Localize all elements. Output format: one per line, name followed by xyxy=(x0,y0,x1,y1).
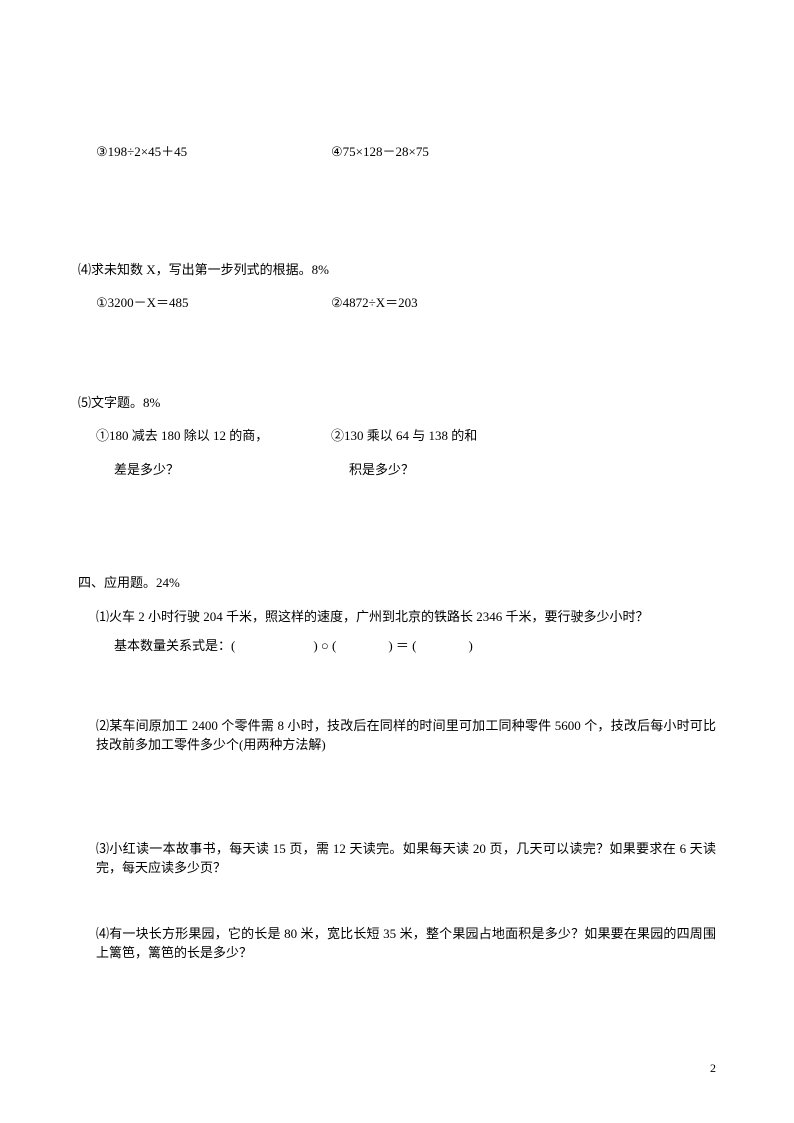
s4-q4: ⑷有一块长方形果园，它的长是 80 米，宽比长短 35 米，整个果园占地面积是多… xyxy=(78,924,716,963)
q5-item-1-line2: 差是多少？ xyxy=(114,460,349,480)
spacer xyxy=(78,593,716,607)
q3-item-3: ③198÷2×45＋45 xyxy=(96,142,331,162)
q5-item-2-line2: 积是多少？ xyxy=(349,460,414,480)
spacer xyxy=(78,279,716,293)
q5-row-1: ①180 减去 180 除以 12 的商， ②130 乘以 64 与 138 的… xyxy=(78,426,716,446)
spacer xyxy=(78,446,716,460)
q4-row: ①3200－X＝485 ②4872÷X＝203 xyxy=(78,293,716,313)
q3-row-2: ③198÷2×45＋45 ④75×128－28×75 xyxy=(78,142,716,162)
spacer xyxy=(78,162,716,260)
spacer xyxy=(78,479,716,573)
q5-title: ⑸文字题。8% xyxy=(78,393,716,413)
q3-item-4: ④75×128－28×75 xyxy=(331,142,429,162)
s4-q1: ⑴火车 2 小时行驶 204 千米，照这样的速度，广州到北京的铁路长 2346 … xyxy=(78,607,716,627)
s4-q3: ⑶小红读一本故事书，每天读 15 页，需 12 天读完。如果每天读 20 页，几… xyxy=(78,839,716,878)
q4-item-2: ②4872÷X＝203 xyxy=(331,293,418,313)
q5-item-1-line1: ①180 减去 180 除以 12 的商， xyxy=(96,426,331,446)
spacer xyxy=(78,412,716,426)
spacer xyxy=(78,313,716,393)
q5-row-2: 差是多少？ 积是多少？ xyxy=(78,460,716,480)
q4-title: ⑷求未知数 X，写出第一步列式的根据。8% xyxy=(78,260,716,280)
spacer xyxy=(78,755,716,839)
section4-title: 四、应用题。24% xyxy=(78,573,716,593)
spacer xyxy=(78,878,716,924)
s4-q2: ⑵某车间原加工 2400 个零件需 8 小时，技改后在同样的时间里可加工同种零件… xyxy=(78,716,716,755)
spacer xyxy=(78,656,716,716)
q5-item-2-line1: ②130 乘以 64 与 138 的和 xyxy=(331,426,477,446)
s4-q1-relation: 基本数量关系式是：( ) ○ ( ) ＝ ( ) xyxy=(78,636,716,656)
spacer xyxy=(78,626,716,636)
q4-item-1: ①3200－X＝485 xyxy=(96,293,331,313)
page-number: 2 xyxy=(710,1059,716,1077)
